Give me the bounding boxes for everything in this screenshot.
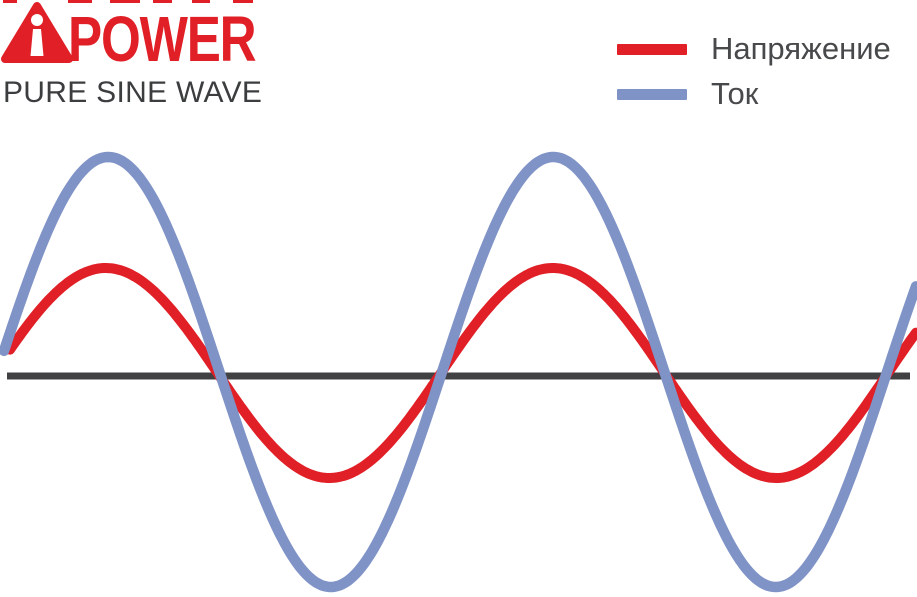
logo-clip-artifact xyxy=(192,0,210,3)
i-dot xyxy=(31,14,43,26)
legend-item-current: Ток xyxy=(617,77,758,111)
legend-item-voltage: Напряжение xyxy=(617,32,891,66)
warning-triangle-icon xyxy=(0,0,74,64)
legend-swatch-current xyxy=(617,88,687,100)
logo-clip-artifact xyxy=(233,0,253,3)
legend-label-current: Ток xyxy=(711,76,759,111)
voltage-wave xyxy=(5,263,917,483)
logo-clip-artifact xyxy=(110,0,140,3)
current-wave xyxy=(0,151,917,593)
logo-clip-artifact xyxy=(3,0,17,3)
logo-clip-artifact xyxy=(153,0,172,3)
legend-label-voltage: Напряжение xyxy=(711,31,891,66)
brand-logo: POWER PURE SINE WAVE xyxy=(0,0,300,120)
legend-swatch-voltage xyxy=(617,43,687,55)
brand-tagline: PURE SINE WAVE xyxy=(3,76,263,109)
logo-clip-artifact xyxy=(68,0,92,3)
i-stem xyxy=(30,29,44,56)
brand-wordmark: POWER xyxy=(68,3,257,75)
